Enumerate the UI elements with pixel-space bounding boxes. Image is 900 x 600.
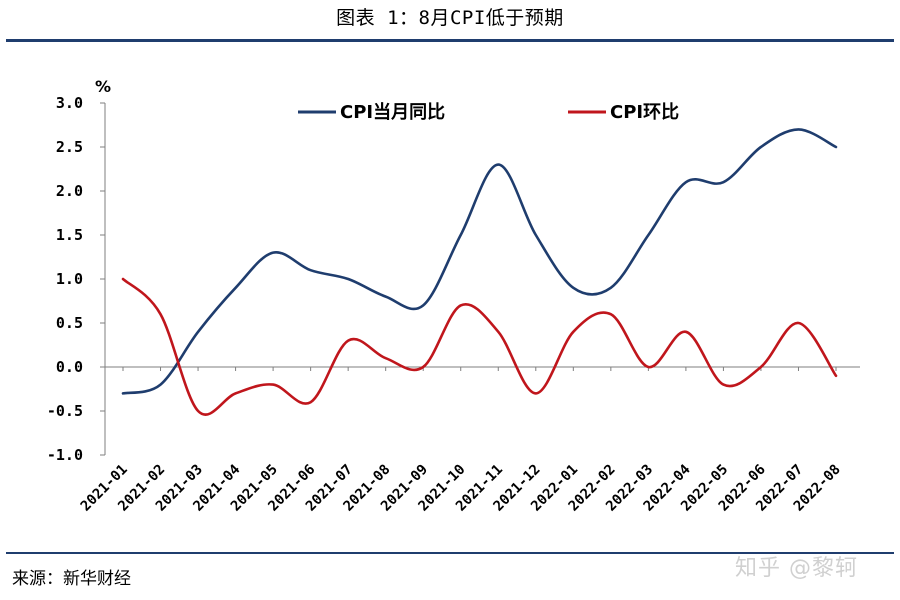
series-line-yoy bbox=[121, 128, 838, 395]
bottom-rule bbox=[6, 552, 894, 554]
chart-legend: CPI当月同比 CPI环比 bbox=[298, 101, 679, 123]
watermark: 知乎 @黎轲 bbox=[735, 556, 858, 581]
y-tick-label: 0.0 bbox=[56, 358, 83, 376]
y-axis-ticks: 3.0 2.5 2.0 1.5 1.0 0.5 0.0 -0.5 -1.0 bbox=[47, 94, 105, 464]
y-tick-label: 2.0 bbox=[56, 182, 83, 200]
source-note: 来源：新华财经 bbox=[12, 569, 131, 589]
legend-label-yoy: CPI当月同比 bbox=[340, 101, 445, 123]
y-tick-label: 1.5 bbox=[56, 226, 83, 244]
y-tick-label: -0.5 bbox=[47, 402, 83, 420]
chart-title: 图表 1：8月CPI低于预期 bbox=[336, 7, 564, 29]
y-tick-label: -1.0 bbox=[47, 446, 83, 464]
y-tick-label: 1.0 bbox=[56, 270, 83, 288]
chart-series bbox=[121, 128, 838, 416]
line-chart: 3.0 2.5 2.0 1.5 1.0 0.5 0.0 -0.5 -1.0 2021-01202… bbox=[47, 77, 860, 515]
y-tick-label: 2.5 bbox=[56, 138, 83, 156]
y-axis-unit-label: % bbox=[95, 77, 111, 96]
x-axis-ticks: 2021-012021-022021-032021-042021-052021-… bbox=[78, 367, 844, 515]
top-rule bbox=[6, 39, 894, 42]
chart-axes bbox=[104, 103, 860, 455]
legend-label-mom: CPI环比 bbox=[610, 102, 679, 123]
series-line-mom bbox=[121, 277, 838, 416]
y-tick-label: 3.0 bbox=[56, 94, 83, 112]
y-tick-label: 0.5 bbox=[56, 314, 83, 332]
